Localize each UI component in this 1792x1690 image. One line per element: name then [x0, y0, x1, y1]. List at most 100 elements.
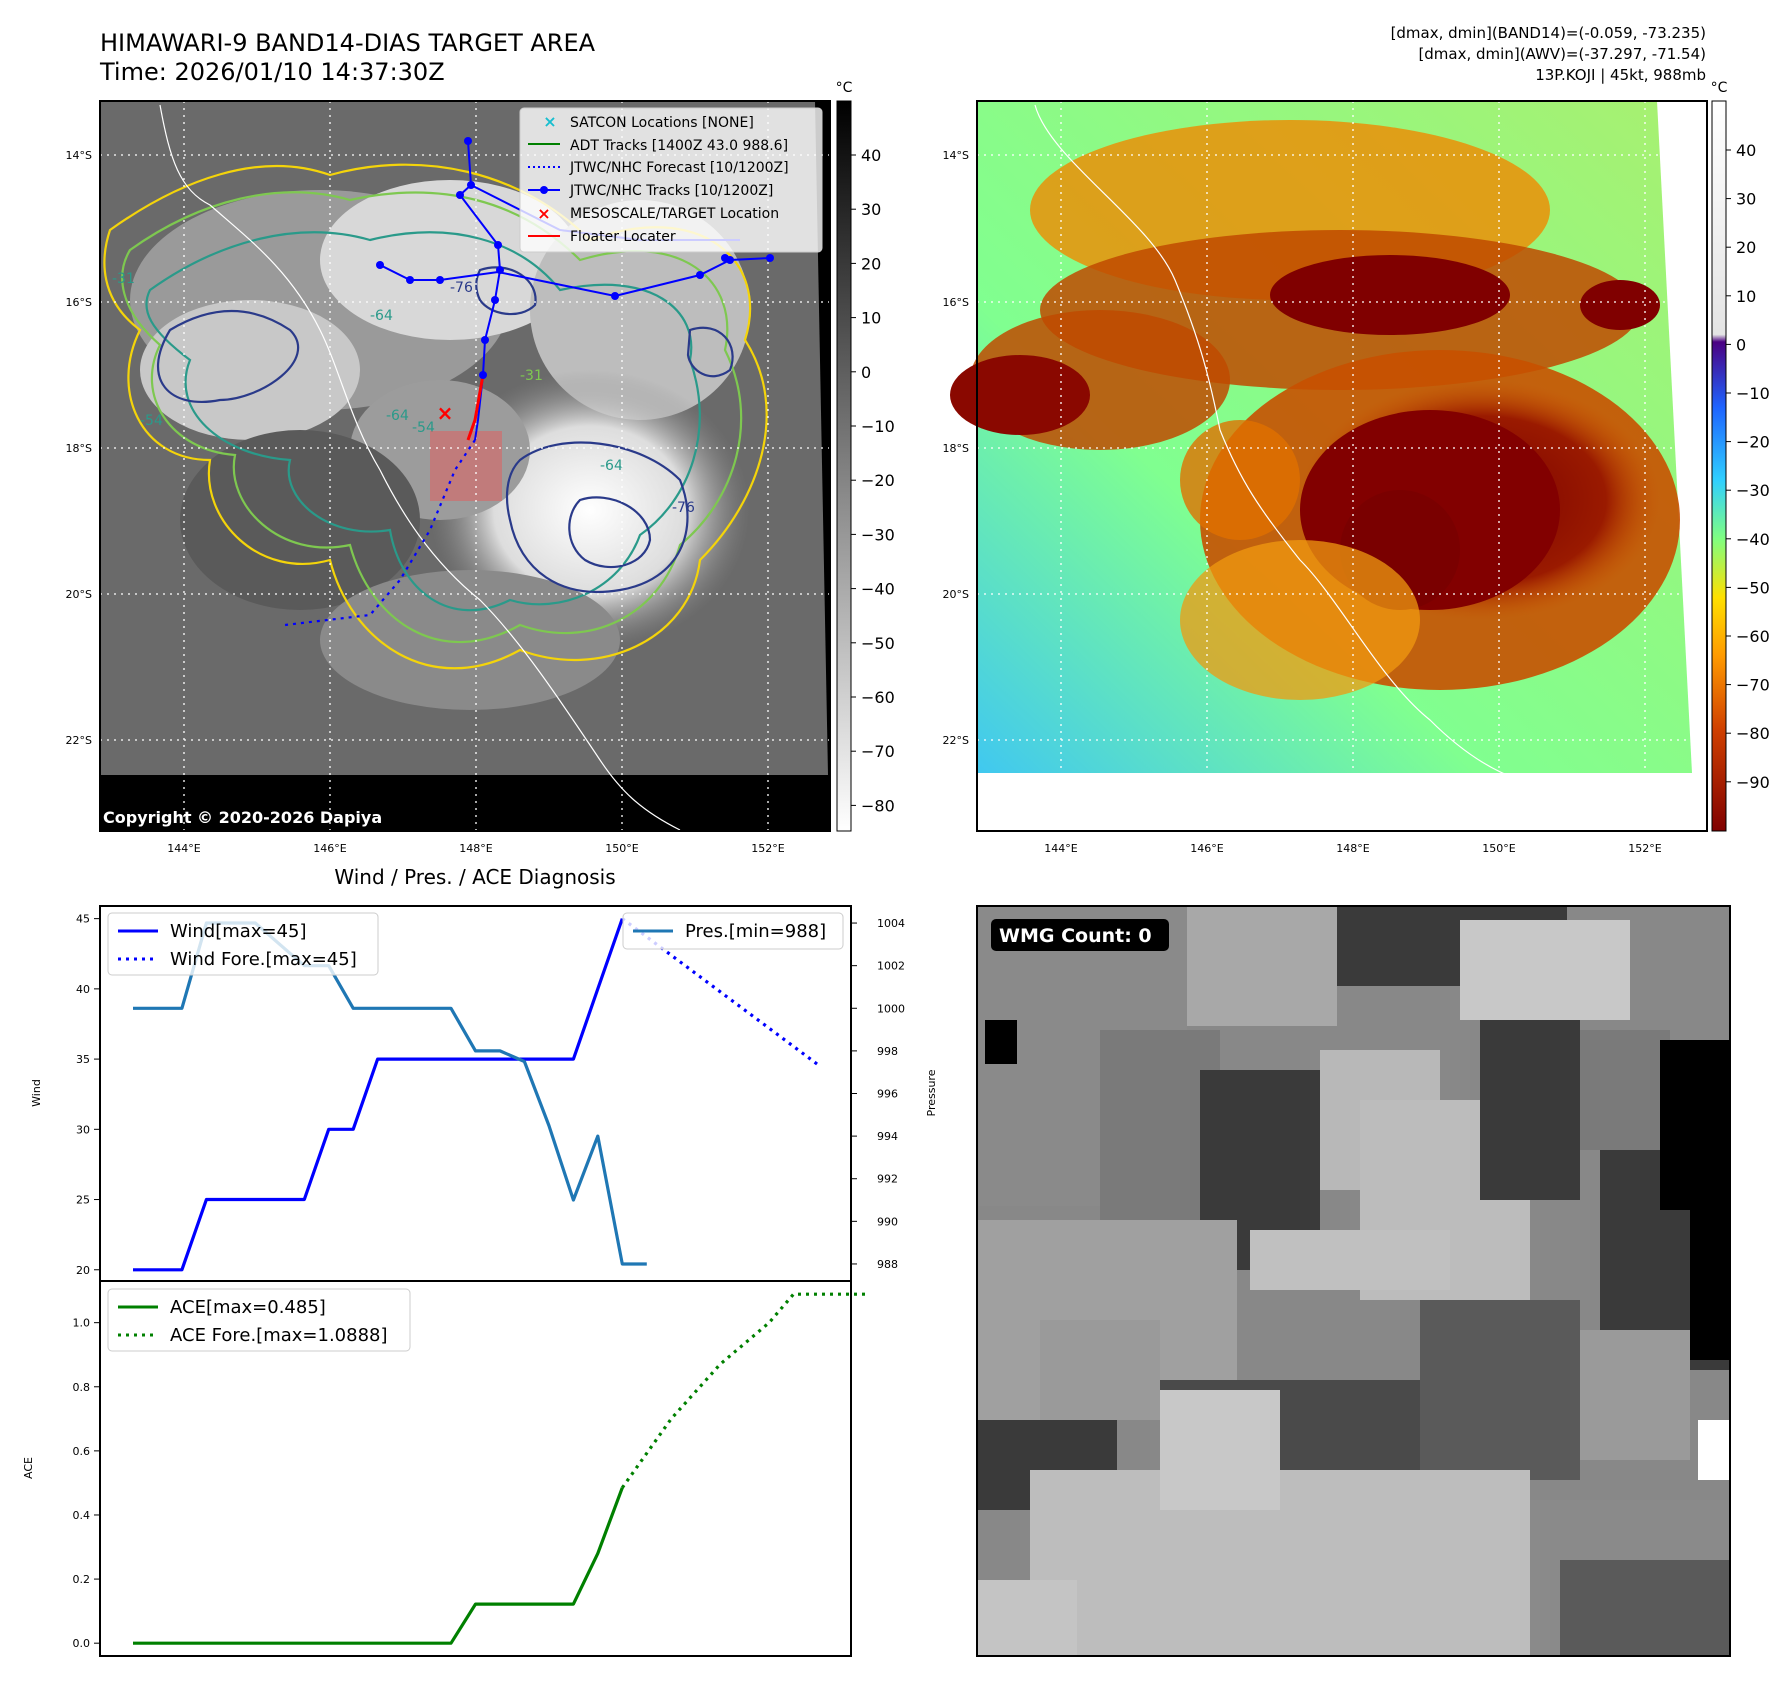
band14-legend: × × SATCON Locations [NONE] ADT Tracks […	[519, 107, 823, 253]
legend-wind-label: Wind[max=45]	[170, 921, 307, 942]
wind-axis-label: Wind	[30, 1079, 43, 1107]
awv-cbar-tick-label-3: 10	[1736, 287, 1756, 306]
legend-label-floater: Floater Locater	[570, 229, 676, 245]
band14-colorbar-ticks: 40 30 20 10 0 −10 −20 −30 −40 −50 −60 −70 −80	[851, 146, 895, 815]
awv-coastline	[1034, 104, 1521, 781]
figure-title-line1: HIMAWARI-9 BAND14-DIAS TARGET AREA	[100, 29, 596, 57]
band14-cbar-tick-label-7: −30	[861, 525, 895, 544]
awv-cbar-tick-label-4: 0	[1736, 335, 1746, 354]
ace-line	[133, 1487, 624, 1645]
band14-lat-labels: 14°S 16°S 18°S 20°S 22°S	[66, 149, 92, 747]
band14-lon-144e: 144°E	[167, 842, 200, 855]
wmg-count-box	[991, 919, 1169, 951]
band14-lon-labels: 144°E 146°E 148°E 150°E 152°E	[167, 842, 784, 855]
figure-title-line2: Time: 2026/01/10 14:37:30Z	[99, 58, 445, 86]
band14-lon-152e: 152°E	[751, 842, 784, 855]
ace-tick-label-2: 0.6	[73, 1445, 91, 1458]
legend-label-forecast: JTWC/NHC Forecast [10/1200Z]	[569, 160, 789, 176]
awv-colorbar-unit: °C	[1711, 80, 1728, 96]
ace-series-group	[133, 1292, 867, 1645]
ace-axis-label: ACE	[22, 1457, 35, 1479]
band14-contour-labels: -31 -54 -64 -76 -64 -54 -31 -64 -76	[112, 271, 695, 516]
legend-ace-label: ACE[max=0.485]	[170, 1297, 326, 1318]
wind-tick-label-3: 30	[76, 1123, 90, 1136]
band14-lon-150e: 150°E	[605, 842, 638, 855]
ace-tick-label-3: 0.4	[73, 1509, 91, 1522]
wind-tick-label-0: 45	[76, 913, 90, 926]
wind-tick-label-5: 20	[76, 1264, 90, 1277]
awv-cbar-tick-label-9: −50	[1736, 578, 1770, 597]
legend-target-marker: ×	[537, 204, 550, 223]
pressure-tick-label-3: 998	[877, 1045, 898, 1058]
wind-tick-label-1: 40	[76, 983, 90, 996]
band14-cbar-tick-label-8: −40	[861, 580, 895, 599]
awv-cbar-tick-label-11: −70	[1736, 676, 1770, 695]
band14-map-panel: -31 -54 -64 -76 -64 -54 -31 -64 -76	[66, 100, 831, 855]
contour-label-2: -54	[140, 413, 163, 429]
band14-colorbar-bar	[836, 100, 852, 832]
ace-tick-label-0: 1.0	[73, 1317, 91, 1330]
info-line-storm: 13P.KOJI | 45kt, 988mb	[1535, 66, 1706, 84]
pressure-tick-label-1: 1002	[877, 960, 905, 973]
contour-label-9: -76	[672, 500, 695, 516]
awv-lon-labels: 144°E 146°E 148°E 150°E 152°E	[1044, 842, 1661, 855]
band14-cbar-tick-label-10: −60	[861, 688, 895, 707]
band14-coastline	[159, 104, 681, 831]
awv-colorbar-bar	[1711, 100, 1727, 832]
band14-cbar-tick-label-2: 20	[861, 254, 881, 273]
contour-label-8: -64	[600, 458, 623, 474]
band14-cbar-tick-label-9: −50	[861, 634, 895, 653]
floater-box	[430, 431, 502, 501]
pressure-tick-label-5: 994	[877, 1130, 898, 1143]
contour-label-3: -64	[370, 308, 393, 324]
ace-axis-ticks: 1.0 0.8 0.6 0.4 0.2 0.0	[73, 1317, 100, 1650]
awv-lat-16s: 16°S	[943, 296, 969, 309]
band14-cbar-tick-label-4: 0	[861, 363, 871, 382]
band14-lat-16s: 16°S	[66, 296, 92, 309]
band14-lat-20s: 20°S	[66, 588, 92, 601]
band14-gridlines	[100, 101, 830, 831]
pressure-axis-label: Pressure	[925, 1069, 938, 1116]
awv-cbar-tick-label-5: −10	[1736, 384, 1770, 403]
wind-axis-ticks: 45 40 35 30 25 20	[76, 913, 100, 1277]
band14-cbar-tick-label-11: −70	[861, 742, 895, 761]
awv-cbar-tick-label-6: −20	[1736, 433, 1770, 452]
band14-cbar-tick-label-0: 40	[861, 146, 881, 165]
pressure-tick-label-2: 1000	[877, 1002, 905, 1015]
band14-colorbar: °C 40 30 20 10 0 −10 −20 −30 −40 −50 −60 −70 −80	[836, 80, 895, 832]
awv-lon-152e: 152°E	[1628, 842, 1661, 855]
legend-satcon-marker: ×	[543, 112, 556, 131]
awv-cbar-tick-label-8: −40	[1736, 530, 1770, 549]
band14-cbar-tick-label-6: −20	[861, 471, 895, 490]
band14-lat-18s: 18°S	[66, 442, 92, 455]
contour-label-7: -31	[520, 368, 543, 384]
ace-tick-label-1: 0.8	[73, 1381, 91, 1394]
band14-map-frame	[99, 100, 831, 832]
awv-cbar-tick-label-10: −60	[1736, 627, 1770, 646]
wind-tick-label-2: 35	[76, 1053, 90, 1066]
band14-lon-146e: 146°E	[313, 842, 346, 855]
awv-lon-150e: 150°E	[1482, 842, 1515, 855]
contour-label-6: -54	[412, 420, 435, 436]
band14-cbar-tick-label-12: −80	[861, 796, 895, 815]
ace-legend: ACE[max=0.485] ACE Fore.[max=1.0888]	[107, 1288, 411, 1352]
wmg-pixel-blocks	[977, 906, 1730, 1656]
pressure-tick-label-6: 992	[877, 1173, 898, 1186]
band14-cbar-tick-label-3: 10	[861, 309, 881, 328]
awv-cbar-tick-label-12: −80	[1736, 724, 1770, 743]
ace-tick-label-4: 0.2	[73, 1573, 91, 1586]
pressure-tick-label-4: 996	[877, 1088, 898, 1101]
band14-lat-22s: 22°S	[66, 734, 92, 747]
info-line-awv: [dmax, dmin](AWV)=(-37.297, -71.54)	[1418, 45, 1706, 63]
contour-label-1: -31	[112, 271, 135, 287]
contour-label-5: -64	[386, 408, 409, 424]
ace-chart: 1.0 0.8 0.6 0.4 0.2 0.0 ACE ACE[max=0.485] AC…	[22, 1280, 867, 1657]
legend-pressure-label: Pres.[min=988]	[685, 921, 826, 942]
wind-pressure-chart: 45 40 35 30 25 20 1004 1002 1000 998 996 994 992 990…	[30, 905, 938, 1282]
awv-lat-14s: 14°S	[943, 149, 969, 162]
band14-cbar-tick-label-5: −10	[861, 417, 895, 436]
awv-lon-146e: 146°E	[1190, 842, 1223, 855]
info-line-band14: [dmax, dmin](BAND14)=(-0.059, -73.235)	[1391, 24, 1706, 42]
legend-label-satcon: SATCON Locations [NONE]	[570, 115, 754, 131]
